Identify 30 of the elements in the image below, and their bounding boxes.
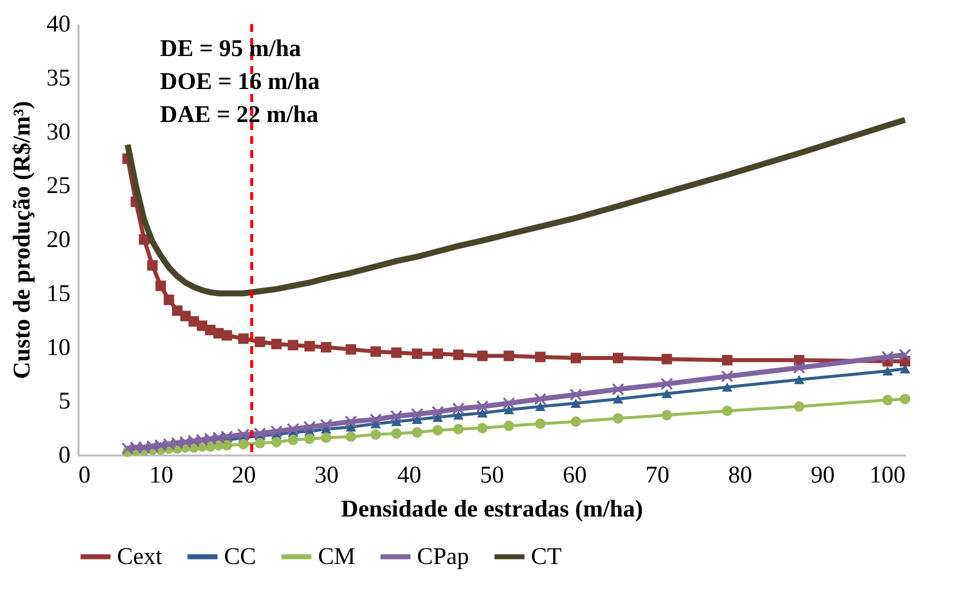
x-tick-label: 70 xyxy=(645,462,670,488)
y-axis-title: Custo de produção (R$/m³) xyxy=(10,100,36,380)
y-tick-label: 40 xyxy=(46,12,70,38)
x-axis-title: Densidade de estradas (m/ha) xyxy=(340,496,644,522)
x-tick-label: 20 xyxy=(232,462,256,488)
x-tick-label: 50 xyxy=(480,462,504,488)
y-tick-label: 30 xyxy=(46,119,70,146)
legend-label: CPap xyxy=(417,544,470,570)
y-tick-label: 20 xyxy=(46,227,70,253)
x-tick-label: 30 xyxy=(314,462,339,488)
y-tick-label: 10 xyxy=(46,334,70,361)
y-tick-label: 15 xyxy=(46,280,70,307)
legend-label: CC xyxy=(224,544,256,570)
annotation: DE = 95 m/ha xyxy=(160,36,302,62)
legend-label: Cext xyxy=(117,544,163,570)
x-tick-label: 80 xyxy=(728,462,752,488)
y-tick-label: 0 xyxy=(58,442,70,468)
legend-label: CM xyxy=(318,544,356,570)
annotation: DOE = 16 m/ha xyxy=(160,69,320,95)
y-tick-label: 35 xyxy=(46,65,70,92)
x-tick-label: 60 xyxy=(562,462,587,488)
x-tick-label: 10 xyxy=(149,462,174,488)
x-tick-label: 0 xyxy=(78,462,90,488)
y-tick-label: 5 xyxy=(58,388,70,415)
y-tick-label: 25 xyxy=(46,173,70,200)
x-tick-label: 40 xyxy=(397,462,422,488)
x-tick-label: 100 xyxy=(870,462,906,488)
annotation: DAE = 22 m/ha xyxy=(160,102,318,128)
x-tick-label: 90 xyxy=(810,462,835,488)
legend-label: CT xyxy=(531,544,562,570)
